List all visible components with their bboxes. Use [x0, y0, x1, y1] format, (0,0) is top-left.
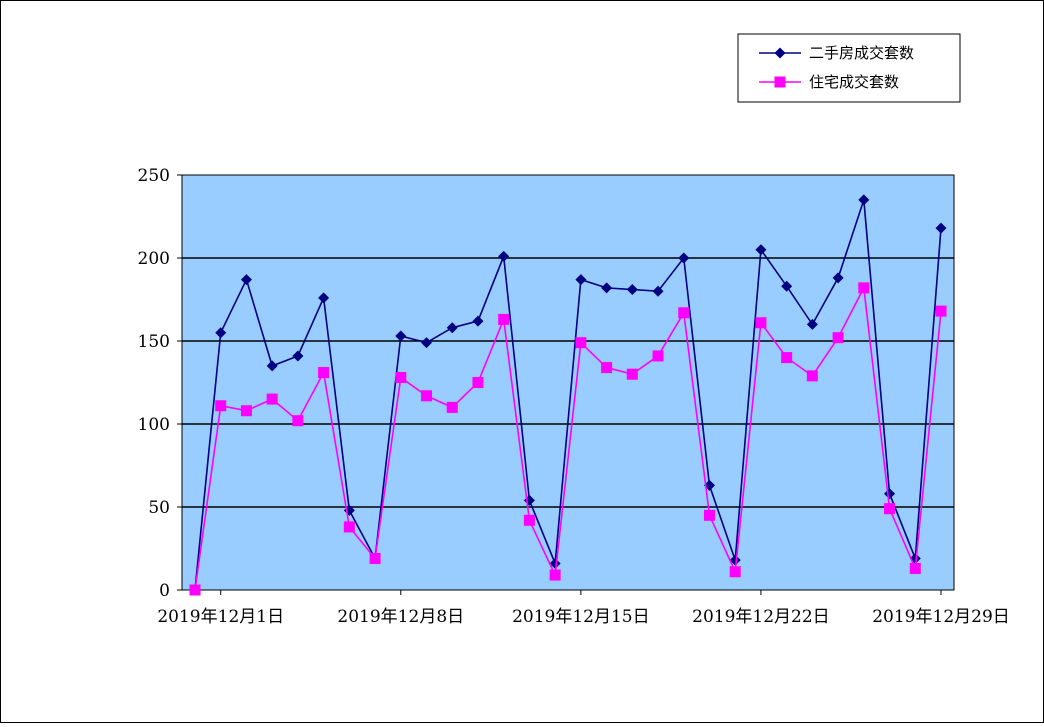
data-point: [215, 327, 227, 339]
series-layer: [189, 194, 947, 596]
data-point: [446, 401, 458, 413]
legend-item: 住宅成交套数: [759, 73, 899, 91]
x-tick-label: 2019年12月1日: [157, 607, 284, 627]
data-point: [549, 569, 561, 581]
y-tick-label: 250: [138, 166, 170, 186]
data-point: [266, 360, 278, 372]
data-point: [832, 272, 844, 284]
data-point: [601, 282, 613, 294]
series-2: [189, 282, 947, 596]
x-tick-label: 2019年12月8日: [337, 607, 464, 627]
data-point: [678, 252, 690, 264]
data-point: [729, 566, 741, 578]
data-point: [626, 368, 638, 380]
data-point: [575, 274, 587, 286]
data-point: [884, 503, 896, 515]
data-point: [781, 352, 793, 364]
data-point: [652, 285, 664, 297]
y-tick-label: 50: [148, 498, 170, 518]
data-point: [472, 377, 484, 388]
data-point: [575, 337, 587, 349]
legend-item: 二手房成交套数: [759, 44, 914, 62]
data-point: [189, 584, 201, 596]
plot-area: [181, 174, 955, 591]
data-point: [421, 390, 433, 402]
y-axis: 0 50 100 150 200 250: [138, 166, 182, 601]
data-point: [781, 280, 793, 292]
data-point: [523, 514, 535, 526]
data-point: [626, 284, 638, 296]
y-tick-label: 150: [138, 332, 170, 352]
data-point: [318, 367, 330, 379]
data-point: [755, 244, 767, 256]
data-point: [292, 350, 304, 362]
data-point: [292, 415, 304, 427]
data-point: [935, 305, 947, 317]
data-point: [935, 222, 947, 234]
data-point: [240, 274, 252, 286]
data-point: [472, 315, 484, 327]
series-line: [194, 199, 942, 591]
data-point: [395, 372, 407, 384]
series-line: [194, 285, 942, 591]
data-point: [421, 337, 433, 349]
data-point: [498, 313, 510, 325]
data-point: [755, 317, 767, 329]
data-point: [909, 562, 921, 574]
data-point: [729, 554, 741, 566]
legend-marker: [774, 76, 786, 88]
data-point: [678, 307, 690, 319]
data-point: [601, 362, 613, 374]
legend-marker: [774, 47, 786, 59]
data-point: [318, 292, 330, 304]
data-point: [858, 194, 870, 206]
data-point: [240, 405, 252, 417]
data-point: [806, 370, 818, 382]
y-tick-label: 100: [138, 415, 170, 435]
data-point: [703, 509, 715, 521]
x-tick-label: 2019年12月22日: [692, 607, 830, 627]
legend-label: 二手房成交套数: [809, 44, 914, 62]
gridlines: [182, 257, 954, 508]
data-point: [832, 332, 844, 344]
legend-label: 住宅成交套数: [809, 73, 899, 91]
data-point: [266, 393, 278, 405]
y-tick-label: 200: [138, 249, 170, 269]
data-point: [215, 400, 227, 412]
data-point: [446, 322, 458, 334]
data-point: [498, 250, 510, 262]
data-point: [395, 330, 407, 342]
data-point: [652, 350, 664, 362]
y-tick-label: 0: [159, 581, 170, 601]
x-tick-label: 2019年12月15日: [512, 607, 650, 627]
data-point: [858, 282, 870, 294]
x-axis: 2019年12月1日 2019年12月8日 2019年12月15日 2019年12月2…: [157, 590, 1010, 627]
data-point: [806, 318, 818, 330]
legend-box: [737, 33, 961, 103]
data-point: [549, 557, 561, 569]
x-tick-label: 2019年12月29日: [872, 607, 1010, 627]
data-point: [369, 552, 381, 564]
data-point: [343, 521, 355, 533]
